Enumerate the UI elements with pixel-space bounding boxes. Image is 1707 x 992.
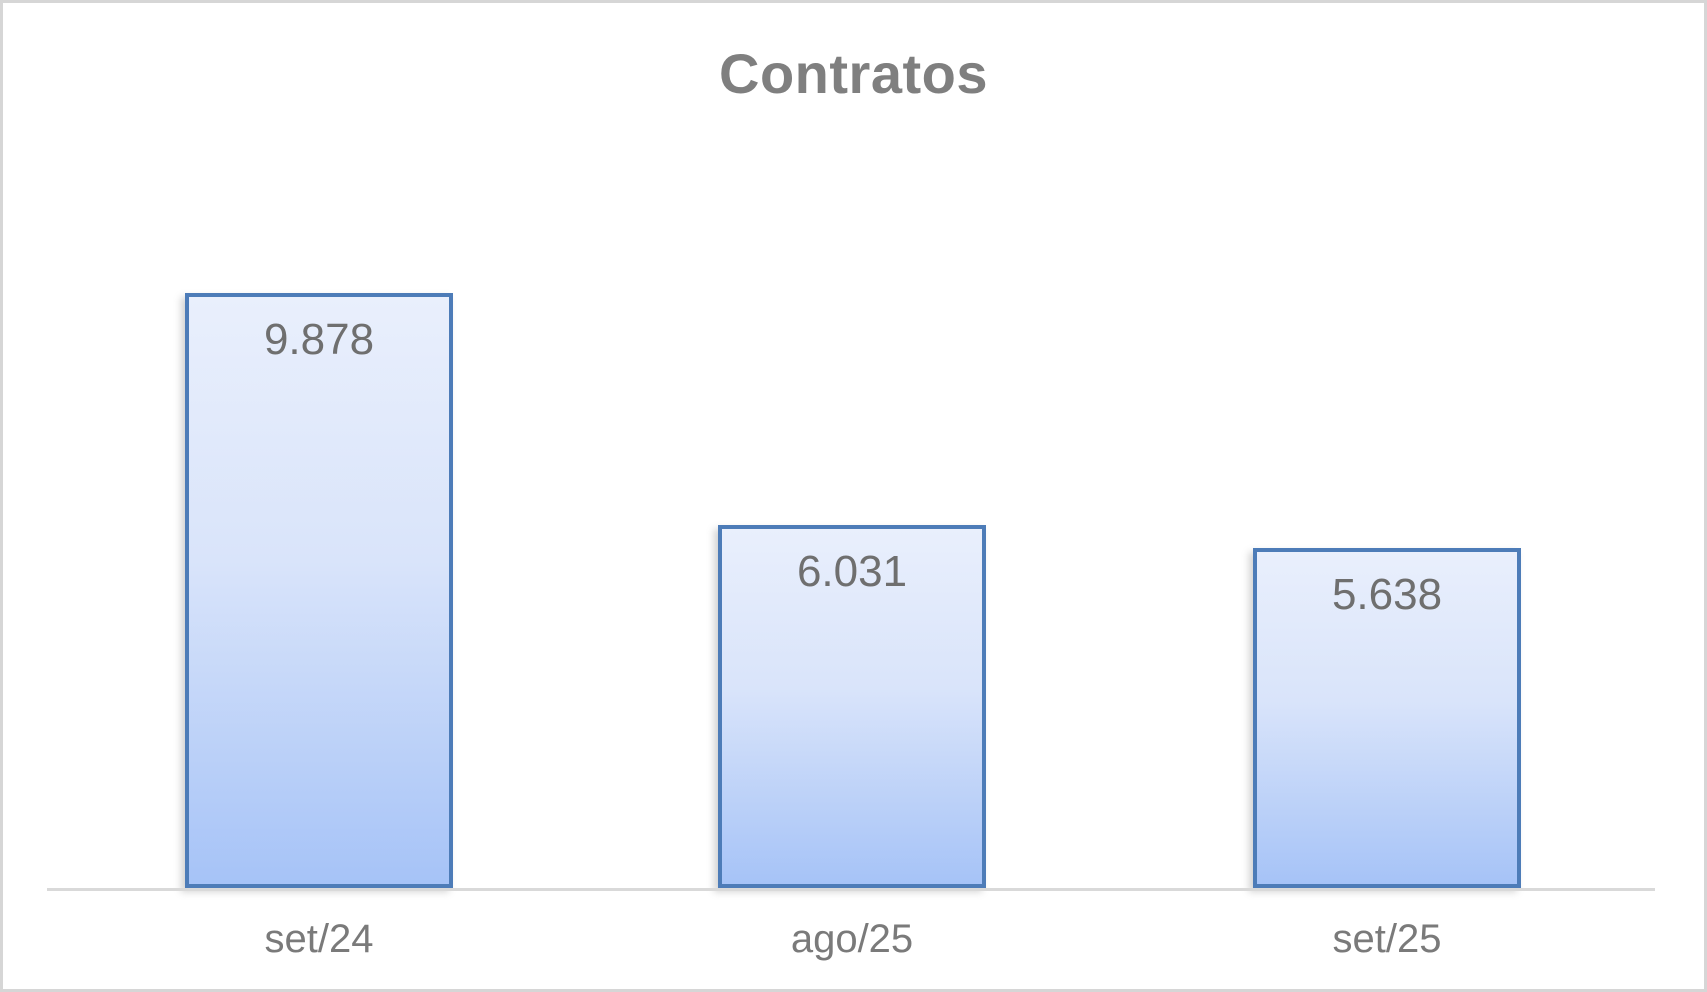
category-label: set/24 [264, 917, 374, 961]
bar-set/25[interactable]: 5.638 [1253, 548, 1521, 888]
x-axis-line [47, 888, 1655, 891]
bar-value-label: 6.031 [796, 547, 908, 596]
category-label: set/25 [1332, 917, 1442, 961]
bar-value-label: 9.878 [263, 315, 375, 364]
category-label: ago/25 [790, 917, 914, 961]
chart-plot-area: Contratos 9.878 6.031 5.638 set/24 ago/25 se… [3, 3, 1704, 989]
bar-set/24[interactable]: 9.878 [185, 293, 453, 888]
chart-title: Contratos [719, 42, 988, 105]
bar-ago/25[interactable]: 6.031 [718, 525, 986, 888]
bar-value-label: 5.638 [1331, 570, 1443, 619]
